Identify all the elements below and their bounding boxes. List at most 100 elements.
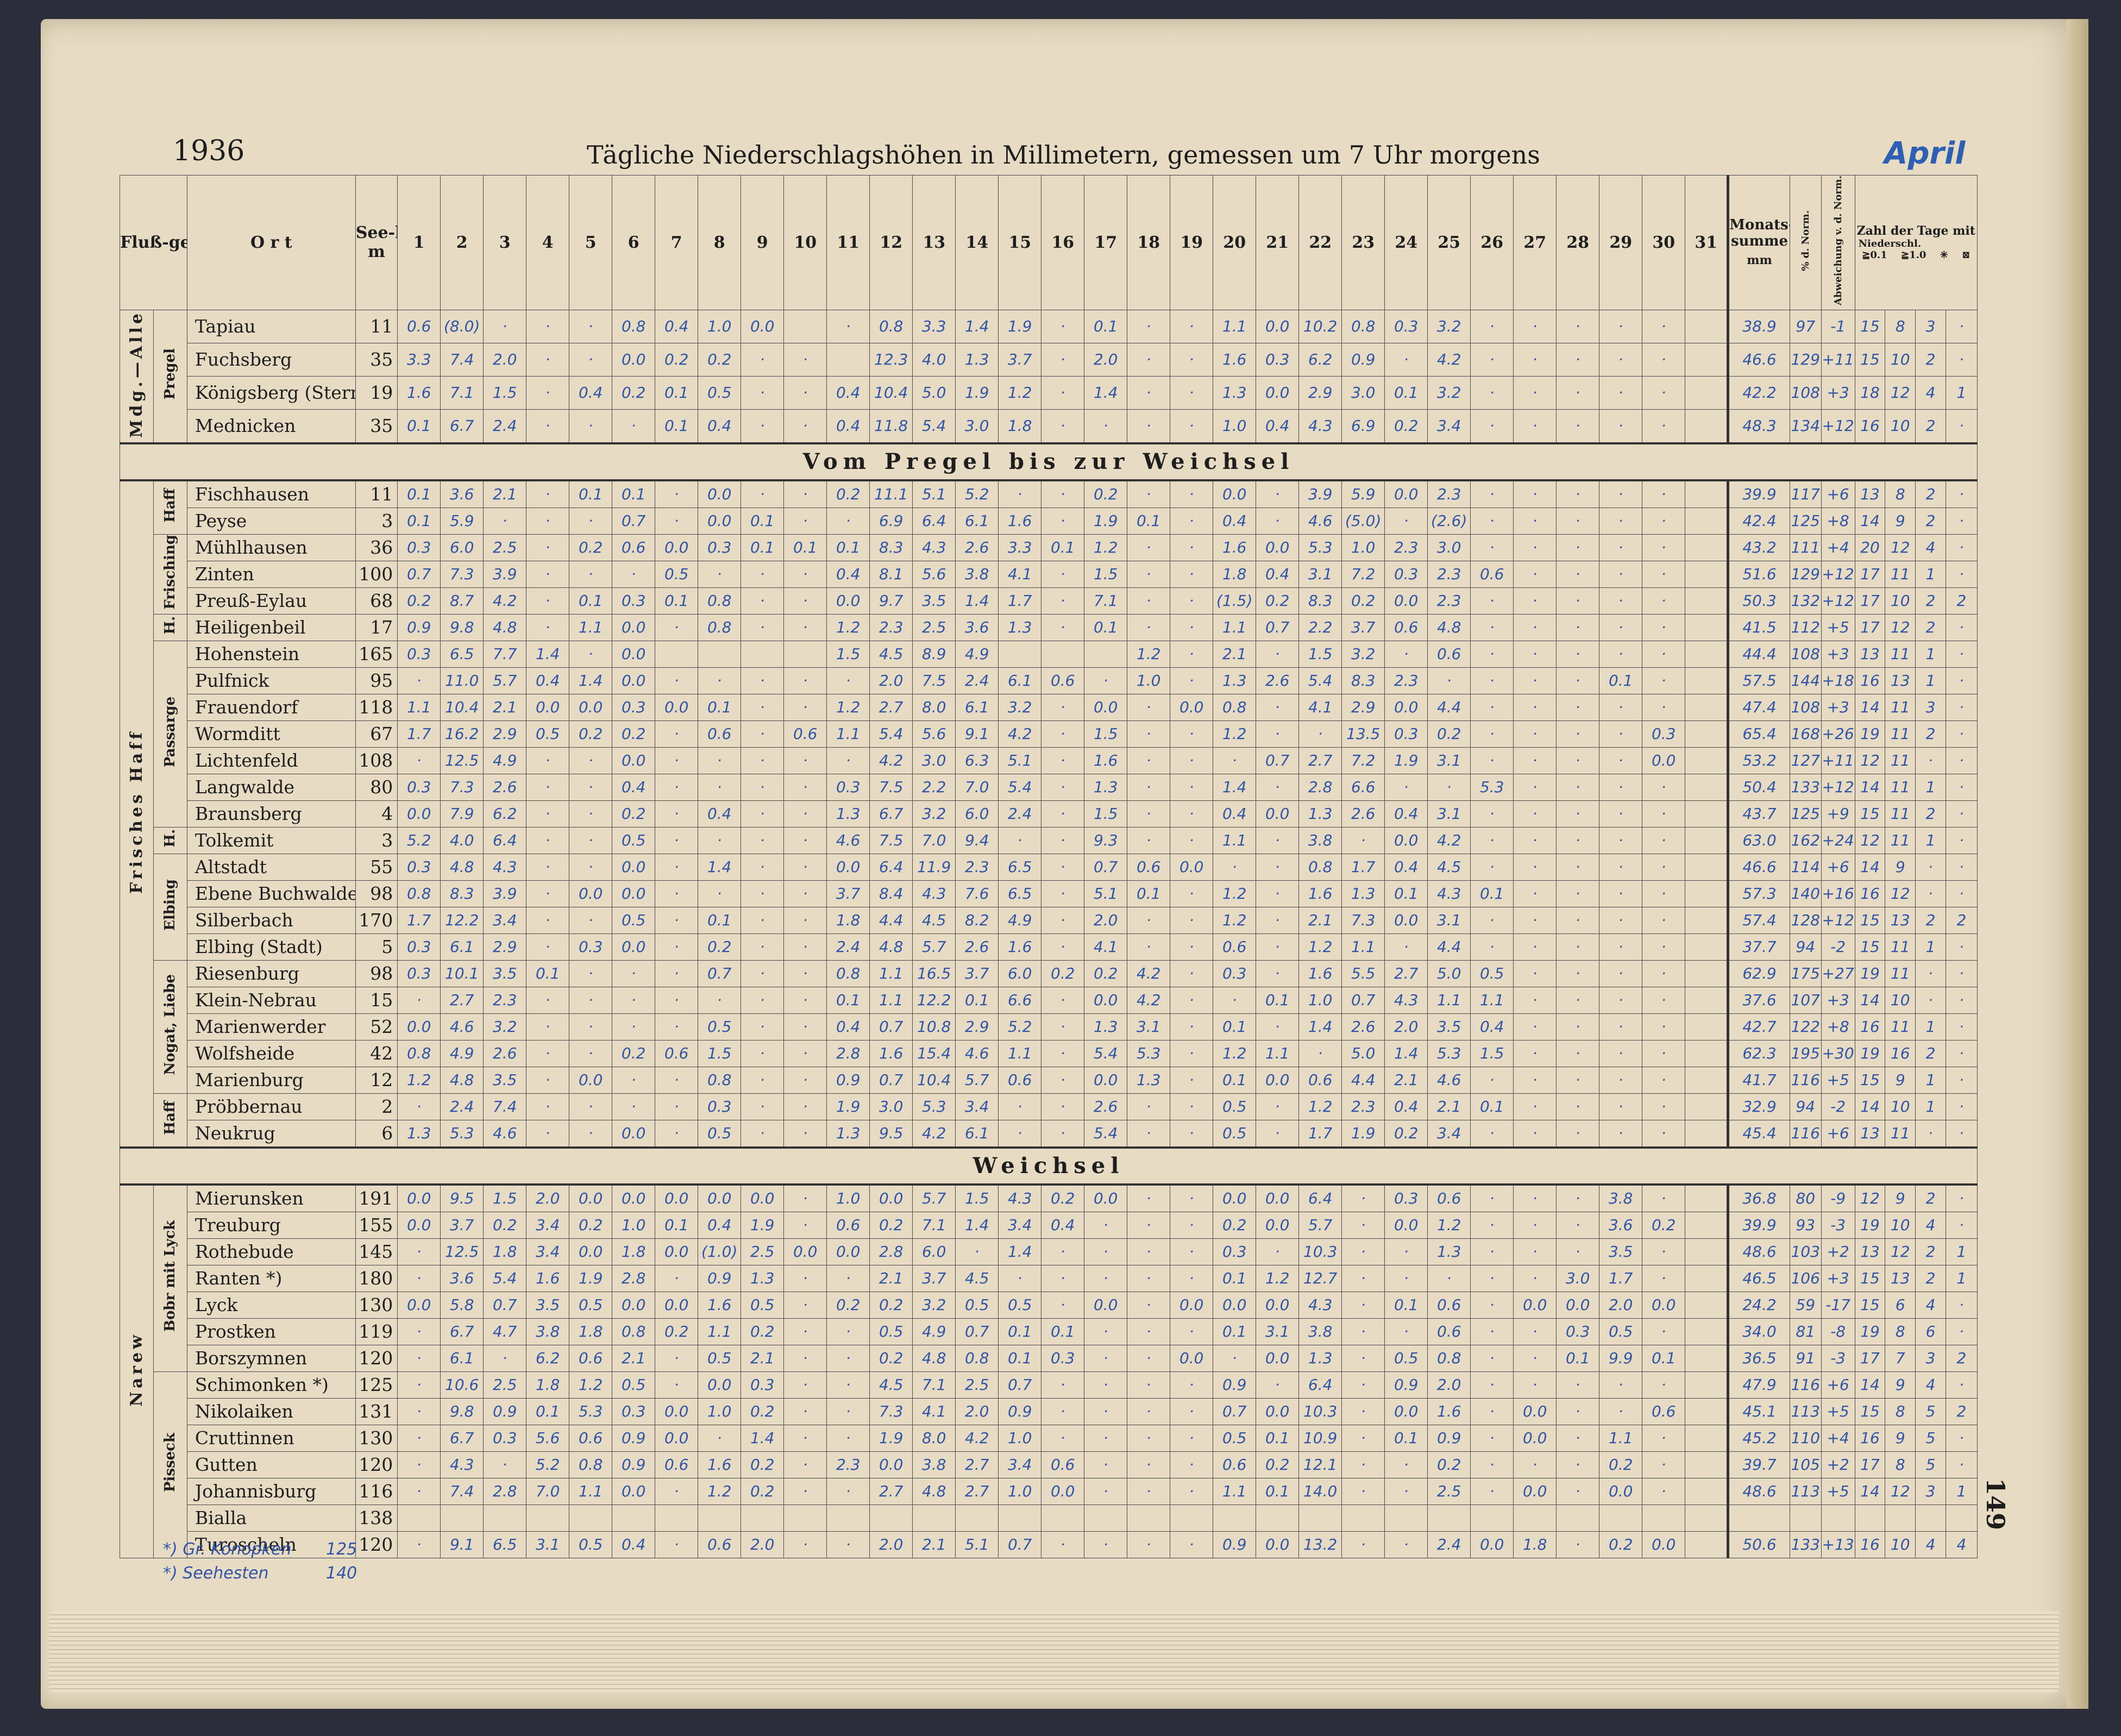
col-day: 21 — [1256, 175, 1300, 310]
daily-value: 7.2 — [1341, 747, 1385, 774]
daily-value: 1.2 — [569, 1371, 613, 1399]
daily-value: 2.8 — [826, 1039, 870, 1067]
station-elevation: 5 — [355, 933, 398, 961]
col-seehoehe-label: See-höhe — [355, 223, 397, 243]
daily-value: · — [1084, 1211, 1128, 1239]
daily-value — [1685, 1066, 1729, 1094]
daily-value: · — [1470, 1318, 1514, 1345]
col-ge10: ≧1.0 — [1901, 249, 1927, 261]
daily-value: 3.5 — [483, 1066, 527, 1094]
daily-value: 7.3 — [869, 1397, 913, 1425]
daily-value: 0.6 — [1427, 640, 1471, 668]
days-ge-1-0: 8 — [1885, 1318, 1916, 1345]
daily-value: · — [783, 1211, 827, 1239]
days-ge-1-0: 12 — [1885, 880, 1916, 907]
daily-value: · — [526, 747, 570, 774]
daily-value: 3.8 — [1298, 826, 1342, 854]
percent-of-normal: 162 — [1789, 826, 1822, 854]
sub-basin-label: Elbing — [162, 879, 179, 931]
daily-value: 0.0 — [1470, 1531, 1514, 1558]
daily-value: · — [741, 1039, 785, 1067]
daily-value: 0.4 — [526, 667, 570, 694]
daily-value: · — [1170, 587, 1214, 615]
daily-value: · — [698, 773, 742, 801]
daily-value: · — [998, 1093, 1042, 1120]
daily-value: · — [1170, 986, 1214, 1014]
daily-value: · — [783, 507, 827, 535]
daily-value: 0.9 — [1213, 1371, 1257, 1399]
daily-value — [1685, 667, 1729, 694]
table-row: Johannisburg 116 · 7.4 2.8 7.0 1.1 0.0 · 1.2 0.2 · ·… — [120, 1477, 1978, 1505]
daily-value — [1256, 1504, 1300, 1532]
daily-value: 2.3 — [1341, 1093, 1385, 1120]
daily-value: · — [1084, 1238, 1128, 1265]
daily-value — [1685, 906, 1729, 934]
daily-value: 3.0 — [1341, 375, 1385, 410]
daily-value: · — [1170, 1066, 1214, 1094]
daily-value: 1.0 — [1127, 667, 1171, 694]
deviation-from-normal: +3 — [1821, 986, 1855, 1014]
daily-value: · — [655, 1066, 699, 1094]
daily-value — [1685, 773, 1729, 801]
daily-value: 7.4 — [440, 342, 484, 377]
daily-value: 2.9 — [483, 720, 527, 748]
daily-value: 3.2 — [1341, 640, 1385, 668]
deviation-from-normal: +3 — [1821, 375, 1855, 410]
daily-value: · — [741, 1119, 785, 1148]
deviation-from-normal: +5 — [1821, 1477, 1855, 1505]
days-snow: 1 — [1915, 1013, 1946, 1041]
daily-value: · — [1599, 613, 1643, 641]
daily-value — [783, 1504, 827, 1532]
daily-value: 0.0 — [698, 1371, 742, 1399]
monthly-sum: 44.4 — [1727, 640, 1790, 668]
daily-value: · — [526, 480, 570, 508]
daily-value: · — [1427, 667, 1471, 694]
daily-value: 0.0 — [397, 1184, 441, 1212]
daily-value — [998, 1504, 1042, 1532]
daily-value: · — [1599, 1397, 1643, 1425]
monthly-sum: 57.4 — [1727, 906, 1790, 934]
monthly-sum: 34.0 — [1727, 1318, 1790, 1345]
sub-basin-cell: Pregel — [153, 309, 187, 444]
daily-value: · — [655, 826, 699, 854]
daily-value: · — [783, 1318, 827, 1345]
daily-value: · — [783, 747, 827, 774]
daily-value: · — [1384, 1264, 1428, 1292]
daily-value: · — [1256, 480, 1300, 508]
daily-value: · — [526, 853, 570, 881]
daily-value: · — [1170, 342, 1214, 377]
daily-value: 0.0 — [612, 342, 656, 377]
daily-value: 3.8 — [526, 1318, 570, 1345]
daily-value — [1685, 747, 1729, 774]
station-elevation: 120 — [355, 1531, 398, 1558]
table-row: Pisseck Schimonken *) 125 · 10.6 2.5 1.8 1.2 0.5… — [120, 1371, 1978, 1558]
daily-value: 0.0 — [1084, 1066, 1128, 1094]
daily-value: 0.5 — [998, 1291, 1042, 1319]
days-ge-1-0: 13 — [1885, 1264, 1916, 1292]
daily-value: · — [526, 534, 570, 561]
daily-value: · — [1599, 587, 1643, 615]
daily-value: 6.0 — [912, 1238, 956, 1265]
daily-value: · — [783, 613, 827, 641]
daily-value: · — [1470, 800, 1514, 828]
daily-value — [1685, 1291, 1729, 1319]
daily-value: · — [1127, 693, 1171, 721]
station-name: Elbing (Stadt) — [186, 933, 356, 961]
daily-value: 8.2 — [955, 906, 999, 934]
table-row: Borszymnen 120 · 6.1 · 6.2 0.6 2.1 · 0.5 2.1 · · 0.2 4… — [120, 1344, 1978, 1372]
days-ge-1-0: 9 — [1885, 507, 1916, 535]
daily-value: 2.0 — [1427, 1371, 1471, 1399]
daily-value: 0.3 — [1384, 720, 1428, 748]
daily-value: 4.6 — [1427, 1066, 1471, 1094]
percent-of-normal: 81 — [1789, 1318, 1822, 1345]
daily-value: 1.6 — [698, 1291, 742, 1319]
days-snow: 2 — [1915, 720, 1946, 748]
station-name: Hohenstein — [186, 640, 356, 668]
daily-value: · — [1170, 720, 1214, 748]
daily-value: · — [1041, 309, 1085, 343]
daily-value: · — [741, 747, 785, 774]
daily-value: 11.1 — [869, 480, 913, 508]
days-ge-0-1: 16 — [1854, 409, 1886, 444]
daily-value: · — [1170, 1013, 1214, 1041]
table-row: Gutten 120 · 4.3 · 5.2 0.8 0.9 0.6 1.6 0.2 · 2.3 0.0 3… — [120, 1451, 1978, 1478]
